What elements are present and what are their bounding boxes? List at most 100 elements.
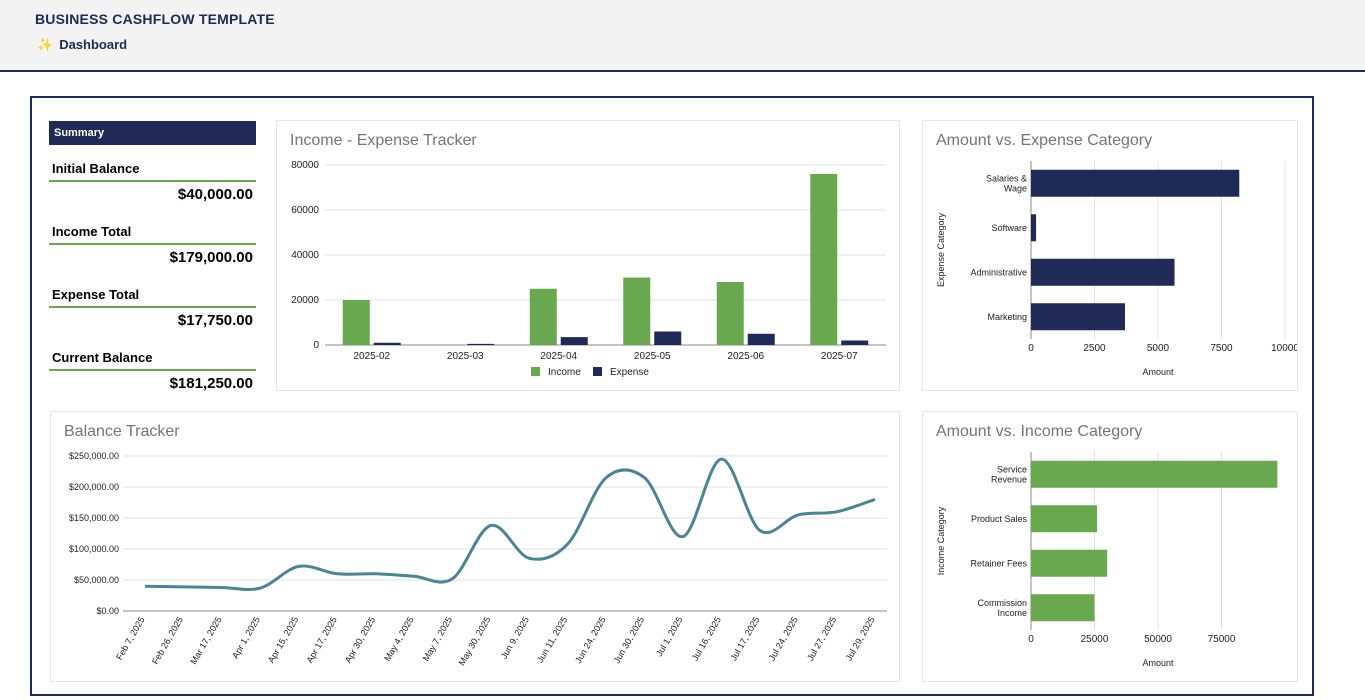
legend-label: Income (548, 367, 581, 378)
income-expense-plot: 0 20000 40000 60000 80000 2025-02 2025-03 2025-… (291, 160, 886, 378)
bar (1031, 214, 1037, 242)
y-tick-label: $200,000.00 (69, 482, 119, 492)
x-tick-label: 7500 (1210, 343, 1233, 354)
x-tick-label: Mar 17, 2025 (188, 615, 223, 666)
summary-panel: Summary Initial Balance $40,000.00 Incom… (49, 121, 256, 397)
x-tick-label: Apr 1, 2025 (230, 615, 262, 660)
bar (1031, 460, 1278, 488)
expense-category-chart[interactable]: Amount vs. Expense Category 0 2500 5000 750… (922, 120, 1298, 391)
x-tick-label: Jun 11, 2025 (535, 615, 569, 665)
x-tick-label: 0 (1028, 634, 1034, 645)
x-tick-label: 2500 (1083, 343, 1106, 354)
summary-divider (49, 369, 256, 371)
income-expense-chart[interactable]: Income - Expense Tracker 0 20000 40000 6000… (276, 120, 900, 391)
bar-expense (654, 331, 682, 345)
x-tick-label: Jul 29, 2025 (844, 615, 877, 662)
x-tick-label: Feb 26, 2025 (150, 615, 185, 666)
x-tick-label: Feb 7, 2025 (114, 615, 147, 662)
summary-value: $40,000.00 (177, 186, 253, 203)
summary-value: $17,750.00 (177, 312, 253, 329)
x-tick-label: 75000 (1208, 634, 1236, 645)
x-tick-label: 5000 (1147, 343, 1170, 354)
income-category-chart[interactable]: Amount vs. Income Category 0 25000 50000 75… (922, 411, 1298, 682)
y-tick-label: 80000 (291, 160, 319, 171)
y-tick-label: $0.00 (96, 606, 119, 616)
bar-expense (467, 343, 495, 345)
y-tick-label: Software (991, 223, 1027, 233)
bar-income (623, 277, 651, 345)
y-tick-label: $50,000.00 (74, 575, 119, 585)
sparkle-icon: ✨ (37, 37, 54, 52)
dashboard-frame (30, 96, 1314, 696)
x-tick-label: Jul 24, 2025 (767, 615, 800, 662)
x-tick-label: Apr 17, 2025 (304, 615, 338, 665)
bar (1031, 505, 1098, 533)
x-tick-label: Jul 1, 2025 (654, 615, 685, 658)
bar (1031, 594, 1095, 622)
bar (1031, 169, 1240, 197)
x-tick-label: 2025-07 (821, 351, 858, 362)
y-tick-label: 20000 (291, 295, 319, 306)
x-tick-label: Jun 30, 2025 (612, 615, 647, 665)
x-tick-label: May 4, 2025 (382, 615, 415, 663)
summary-divider (49, 306, 256, 308)
tab-dashboard[interactable]: ✨ Dashboard (37, 37, 127, 53)
summary-item-current-balance: Current Balance $181,250.00 (49, 334, 256, 397)
x-tick-label: Jul 16, 2025 (690, 615, 723, 662)
x-tick-label: 50000 (1144, 634, 1172, 645)
bar-income (810, 174, 838, 345)
y-axis-label: Expense Category (936, 212, 946, 287)
y-tick-label: $100,000.00 (69, 544, 119, 554)
bar (1031, 549, 1108, 577)
summary-label: Expense Total (52, 287, 140, 302)
y-tick-label: Product Sales (971, 514, 1028, 524)
y-tick-label: 60000 (291, 205, 319, 216)
x-tick-label: Jul 27, 2025 (805, 615, 838, 662)
x-axis-label: Amount (1142, 367, 1174, 377)
x-tick-label: Jun 24, 2025 (573, 615, 608, 665)
summary-divider (49, 243, 256, 245)
income-category-plot: 0 25000 50000 75000 Service Revenue Product Sa… (936, 452, 1278, 668)
expense-category-plot: 0 2500 5000 7500 10000 Salaries & Wage Software… (936, 161, 1297, 377)
tab-dashboard-label: Dashboard (59, 37, 128, 52)
y-tick-label: Retainer Fees (970, 558, 1027, 568)
x-tick-label: Jul 17, 2025 (728, 615, 761, 662)
bar-income (342, 300, 370, 345)
y-axis-label: Income Category (936, 506, 946, 575)
x-tick-label: 2025-02 (353, 351, 390, 362)
page-title: BUSINESS CASHFLOW TEMPLATE (35, 11, 275, 27)
y-tick-label: 0 (313, 340, 319, 351)
bar (1031, 303, 1125, 331)
summary-value: $181,250.00 (169, 375, 253, 392)
x-axis-label: Amount (1142, 658, 1174, 668)
bar-expense (560, 337, 588, 345)
x-tick-label: Apr 30, 2025 (343, 615, 377, 665)
y-tick-label: $250,000.00 (69, 451, 119, 461)
summary-divider (49, 180, 256, 182)
x-tick-label: May 30, 2025 (457, 615, 493, 667)
summary-label: Current Balance (52, 350, 153, 365)
summary-heading: Summary (49, 121, 256, 145)
summary-label: Initial Balance (52, 161, 140, 176)
balance-plot: $0.00 $50,000.00 $100,000.00 $150,000.00 $20… (69, 451, 887, 667)
x-tick-label: 10000 (1271, 343, 1297, 354)
balance-line (144, 457, 876, 591)
y-tick-label: 40000 (291, 250, 319, 261)
x-tick-label: 2025-04 (540, 351, 577, 362)
summary-label: Income Total (52, 224, 132, 239)
x-tick-label: Apr 15, 2025 (266, 615, 300, 665)
x-tick-label: May 7, 2025 (421, 615, 454, 663)
balance-tracker-chart[interactable]: Balance Tracker $0.00 $50,000.00 $100,000.… (50, 411, 900, 682)
y-tick-label: Salaries & Wage (986, 173, 1027, 193)
summary-item-initial-balance: Initial Balance $40,000.00 (49, 145, 256, 208)
y-tick-label: Administrative (970, 267, 1027, 277)
bar-expense (373, 342, 401, 345)
chart-title: Balance Tracker (64, 423, 180, 440)
x-tick-label: 2025-06 (727, 351, 764, 362)
legend-swatch (593, 367, 602, 376)
summary-value: $179,000.00 (169, 249, 253, 266)
y-tick-label: $150,000.00 (69, 513, 119, 523)
y-tick-label: Commission Income (977, 598, 1027, 618)
x-tick-label: 2025-03 (447, 351, 484, 362)
app-header: BUSINESS CASHFLOW TEMPLATE ✨ Dashboard (0, 0, 1365, 72)
